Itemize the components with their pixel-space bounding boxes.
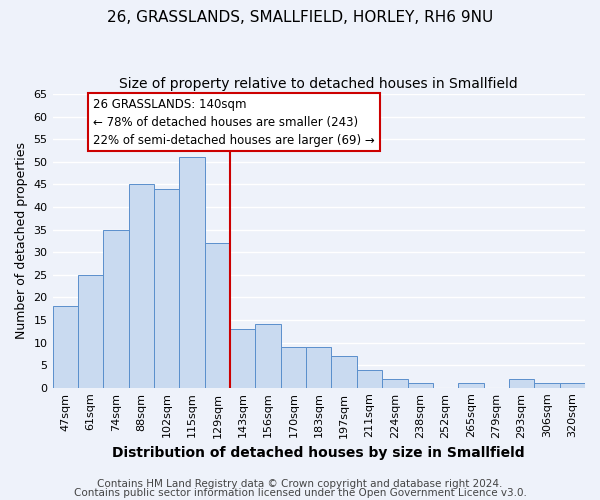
Bar [179, 158, 205, 388]
Bar [331, 356, 357, 388]
Bar [53, 306, 78, 388]
Bar [256, 324, 281, 388]
Bar [230, 329, 256, 388]
Bar [509, 378, 534, 388]
Bar [205, 243, 230, 388]
Bar [128, 184, 154, 388]
Bar [154, 189, 179, 388]
Bar [103, 230, 128, 388]
X-axis label: Distribution of detached houses by size in Smallfield: Distribution of detached houses by size … [112, 446, 525, 460]
Bar [382, 378, 407, 388]
Bar [407, 383, 433, 388]
Text: Contains HM Land Registry data © Crown copyright and database right 2024.: Contains HM Land Registry data © Crown c… [97, 479, 503, 489]
Bar [458, 383, 484, 388]
Text: 26, GRASSLANDS, SMALLFIELD, HORLEY, RH6 9NU: 26, GRASSLANDS, SMALLFIELD, HORLEY, RH6 … [107, 10, 493, 25]
Bar [78, 274, 103, 388]
Text: Contains public sector information licensed under the Open Government Licence v3: Contains public sector information licen… [74, 488, 526, 498]
Title: Size of property relative to detached houses in Smallfield: Size of property relative to detached ho… [119, 78, 518, 92]
Y-axis label: Number of detached properties: Number of detached properties [15, 142, 28, 340]
Bar [560, 383, 585, 388]
Bar [281, 347, 306, 388]
Bar [357, 370, 382, 388]
Text: 26 GRASSLANDS: 140sqm
← 78% of detached houses are smaller (243)
22% of semi-det: 26 GRASSLANDS: 140sqm ← 78% of detached … [93, 98, 375, 146]
Bar [534, 383, 560, 388]
Bar [306, 347, 331, 388]
